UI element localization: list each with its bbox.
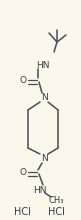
Text: N: N bbox=[41, 92, 47, 101]
Text: HCl: HCl bbox=[14, 207, 31, 217]
Text: N: N bbox=[41, 154, 47, 163]
Text: O: O bbox=[20, 75, 26, 84]
Text: O: O bbox=[20, 167, 26, 176]
Text: HCl: HCl bbox=[48, 207, 65, 217]
Text: HN: HN bbox=[36, 61, 50, 70]
Text: HN: HN bbox=[33, 185, 47, 194]
Text: CH₃: CH₃ bbox=[48, 196, 64, 205]
